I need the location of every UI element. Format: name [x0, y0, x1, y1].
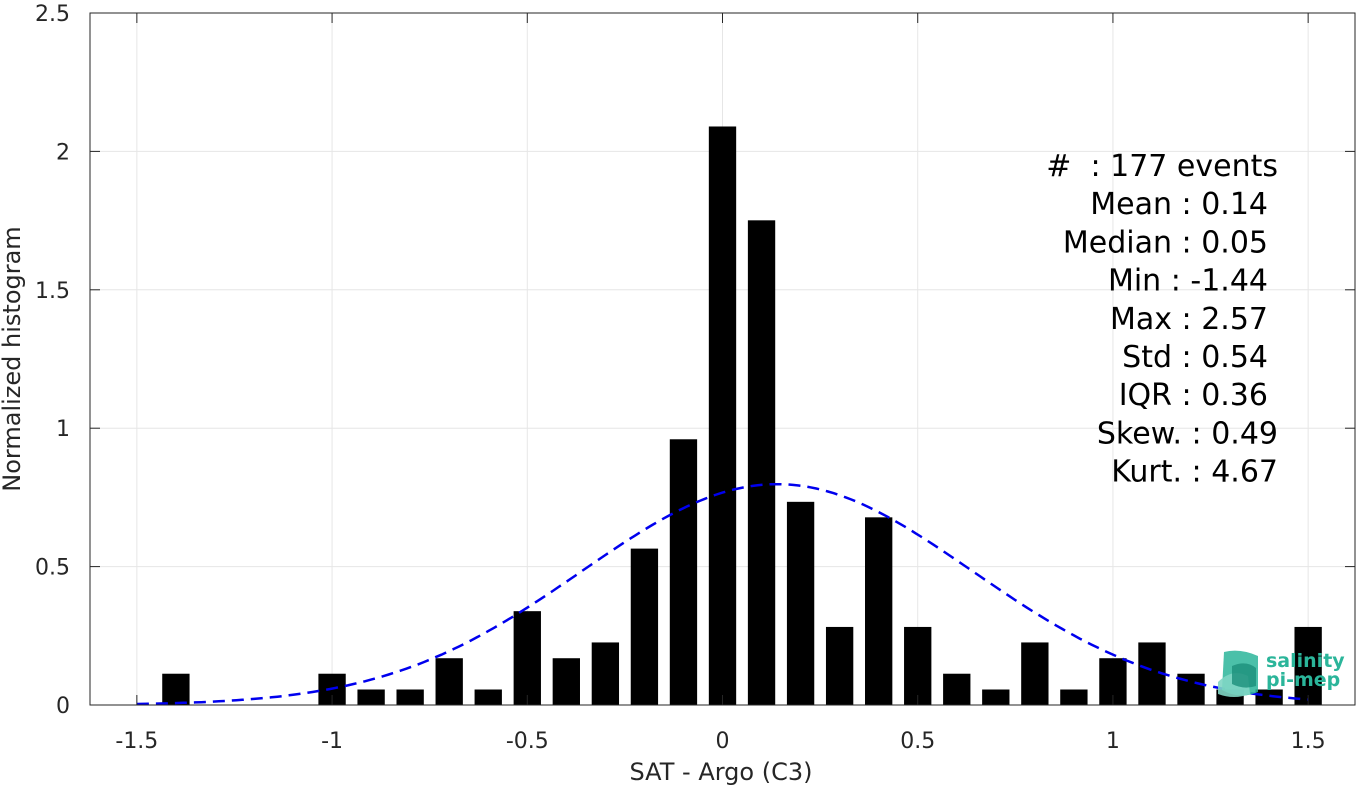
- y-tick-labels: 0 0.5 1 1.5 2 2.5: [35, 2, 70, 719]
- axes: [89, 12, 1356, 706]
- histogram-bar: [357, 689, 385, 705]
- salinity-pimep-logo: salinity pi-mep: [1218, 650, 1345, 697]
- histogram-bar: [786, 501, 815, 705]
- histogram-bar: [1021, 642, 1049, 705]
- histogram-bar: [825, 626, 854, 705]
- y-tick-label: 1: [56, 417, 70, 442]
- x-tick-label: 1: [1106, 729, 1120, 754]
- histogram-bar: [396, 689, 424, 705]
- stats-line: Std : 0.54: [1122, 340, 1268, 375]
- x-tick-label: 0.5: [900, 729, 935, 754]
- y-axis-label: Normalized histogram: [0, 226, 26, 491]
- histogram-bar: [435, 658, 463, 705]
- logo-text-line2: pi-mep: [1266, 669, 1340, 691]
- histogram-bar: [904, 626, 932, 705]
- x-axis-label: SAT - Argo (C3): [630, 758, 813, 786]
- histogram-bar: [162, 673, 190, 705]
- y-tick-label: 0: [56, 694, 70, 719]
- bars: [162, 126, 1322, 706]
- histogram-bar: [669, 439, 698, 705]
- histogram-bar: [1255, 689, 1283, 705]
- stats-line: IQR : 0.36: [1119, 378, 1268, 413]
- y-tick-label: 2: [56, 140, 70, 165]
- histogram-bar: [747, 220, 776, 706]
- histogram-bar: [630, 548, 659, 705]
- histogram-bar: [1294, 626, 1322, 705]
- histogram-bar: [513, 611, 541, 705]
- x-tick-label: -1: [321, 729, 343, 754]
- stats-line: Min : -1.44: [1108, 264, 1268, 299]
- histogram-bar: [943, 673, 971, 705]
- stats-line: Kurt. : 4.67: [1111, 455, 1278, 490]
- stats-line: Mean : 0.14: [1090, 187, 1268, 222]
- histogram-bar: [591, 642, 620, 705]
- y-tick-label: 2.5: [35, 2, 70, 27]
- gaussian-fit-curve: [136, 482, 1309, 706]
- logo-text-line1: salinity: [1266, 650, 1345, 672]
- stats-line: Max : 2.57: [1110, 302, 1268, 337]
- x-tick-label: 1.5: [1291, 729, 1326, 754]
- histogram-bar: [982, 689, 1010, 705]
- x-tick-label: -1.5: [115, 729, 158, 754]
- stats-line: Skew. : 0.49: [1097, 416, 1278, 451]
- histogram-bar: [708, 126, 737, 706]
- histogram-bar: [1060, 689, 1088, 705]
- x-tick-label: -0.5: [506, 729, 549, 754]
- y-tick-label: 0.5: [35, 556, 70, 581]
- stats-line: # : 177 events: [1046, 149, 1278, 184]
- histogram-bar: [865, 517, 893, 705]
- x-tick-labels: -1.5 -1 -0.5 0 0.5 1 1.5: [115, 729, 1325, 754]
- histogram-bar: [552, 658, 580, 705]
- logo-mark-icon: [1218, 650, 1258, 697]
- x-tick-label: 0: [716, 729, 730, 754]
- y-tick-label: 1.5: [35, 279, 70, 304]
- stats-line: Median : 0.05: [1063, 225, 1268, 260]
- histogram-bar: [474, 689, 502, 705]
